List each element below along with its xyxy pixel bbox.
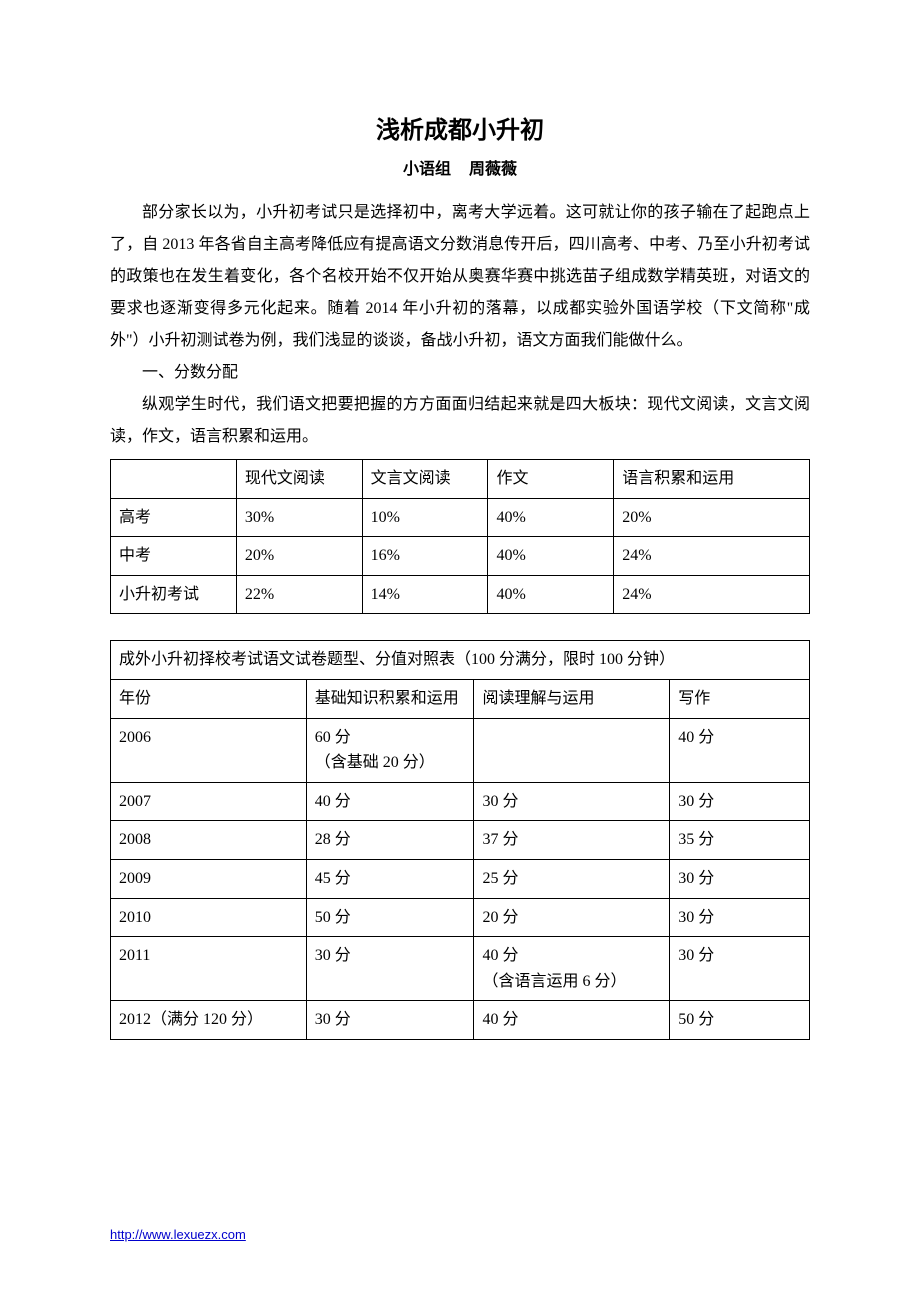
table-cell: 37 分 bbox=[474, 821, 670, 860]
table-cell: 2010 bbox=[111, 898, 307, 937]
table-header-cell bbox=[111, 460, 237, 499]
table-cell: 24% bbox=[614, 537, 810, 576]
table-cell: 小升初考试 bbox=[111, 575, 237, 614]
table-cell: 20% bbox=[236, 537, 362, 576]
table-cell: 22% bbox=[236, 575, 362, 614]
table-cell: 25 分 bbox=[474, 859, 670, 898]
table-cell: 30 分 bbox=[670, 898, 810, 937]
table-cell: 2009 bbox=[111, 859, 307, 898]
table-cell: 14% bbox=[362, 575, 488, 614]
table-cell: 28 分 bbox=[306, 821, 474, 860]
chengwai-exam-table: 成外小升初择校考试语文试卷题型、分值对照表（100 分满分，限时 100 分钟）… bbox=[110, 640, 810, 1040]
table-cell: 中考 bbox=[111, 537, 237, 576]
table-cell: 50 分 bbox=[306, 898, 474, 937]
table-cell: 2007 bbox=[111, 782, 307, 821]
table-cell: 2012（满分 120 分） bbox=[111, 1001, 307, 1040]
paragraph-2: 纵观学生时代，我们语文把要把握的方方面面归结起来就是四大板块：现代文阅读，文言文… bbox=[110, 389, 810, 453]
table-cell: 30 分 bbox=[670, 782, 810, 821]
table-cell: 60 分（含基础 20 分） bbox=[306, 718, 474, 782]
table-header-cell: 年份 bbox=[111, 679, 307, 718]
table-cell: 30 分 bbox=[670, 859, 810, 898]
table-cell: 2008 bbox=[111, 821, 307, 860]
table-cell: 45 分 bbox=[306, 859, 474, 898]
table-header-cell: 文言文阅读 bbox=[362, 460, 488, 499]
table-cell: 20% bbox=[614, 498, 810, 537]
table-cell: 2006 bbox=[111, 718, 307, 782]
table-header-cell: 写作 bbox=[670, 679, 810, 718]
table-header-cell: 现代文阅读 bbox=[236, 460, 362, 499]
paragraph-intro: 部分家长以为，小升初考试只是选择初中，离考大学远着。这可就让你的孩子输在了起跑点… bbox=[110, 197, 810, 357]
table-cell: 40% bbox=[488, 537, 614, 576]
table-cell: 35 分 bbox=[670, 821, 810, 860]
table-cell: 30% bbox=[236, 498, 362, 537]
table-cell: 40% bbox=[488, 498, 614, 537]
table-header-cell: 基础知识积累和运用 bbox=[306, 679, 474, 718]
footer-link[interactable]: http://www.lexuezx.com bbox=[110, 1227, 246, 1242]
subtitle-group: 小语组 bbox=[403, 161, 451, 178]
table-cell: 30 分 bbox=[474, 782, 670, 821]
table-cell: 2011 bbox=[111, 937, 307, 1001]
table-cell: 40 分 bbox=[306, 782, 474, 821]
table-cell: 40 分（含语言运用 6 分） bbox=[474, 937, 670, 1001]
table-cell: 20 分 bbox=[474, 898, 670, 937]
doc-subtitle: 小语组 周薇薇 bbox=[110, 155, 810, 179]
table-cell: 24% bbox=[614, 575, 810, 614]
table-header-cell: 语言积累和运用 bbox=[614, 460, 810, 499]
table-cell: 30 分 bbox=[306, 937, 474, 1001]
table-cell: 50 分 bbox=[670, 1001, 810, 1040]
table-cell: 16% bbox=[362, 537, 488, 576]
score-distribution-table: 现代文阅读文言文阅读作文语言积累和运用高考30%10%40%20%中考20%16… bbox=[110, 459, 810, 614]
table-cell: 40 分 bbox=[474, 1001, 670, 1040]
table-cell: 30 分 bbox=[670, 937, 810, 1001]
table-cell bbox=[474, 718, 670, 782]
table-cell: 高考 bbox=[111, 498, 237, 537]
section-heading-1: 一、分数分配 bbox=[110, 357, 810, 389]
table-cell: 30 分 bbox=[306, 1001, 474, 1040]
table-title-cell: 成外小升初择校考试语文试卷题型、分值对照表（100 分满分，限时 100 分钟） bbox=[111, 641, 810, 680]
table-cell: 10% bbox=[362, 498, 488, 537]
subtitle-author: 周薇薇 bbox=[469, 161, 517, 178]
table-header-cell: 作文 bbox=[488, 460, 614, 499]
table-header-cell: 阅读理解与运用 bbox=[474, 679, 670, 718]
doc-title: 浅析成都小升初 bbox=[110, 110, 810, 145]
table-cell: 40% bbox=[488, 575, 614, 614]
table-cell: 40 分 bbox=[670, 718, 810, 782]
